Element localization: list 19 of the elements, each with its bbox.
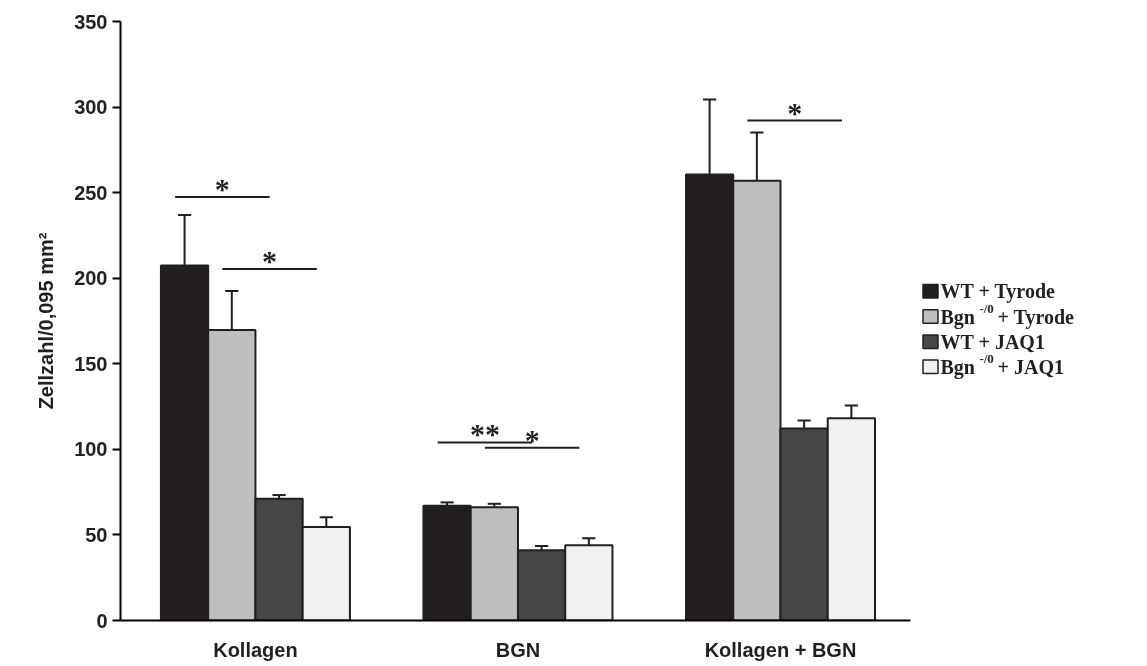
y-tick-label: 350 [74, 10, 108, 33]
annotation: * [524, 422, 540, 456]
x-tick-label: BGN [495, 638, 541, 661]
x-tick-label: Kollagen + BGN [704, 638, 857, 661]
legend-label: WT + Tyrode [940, 280, 1056, 304]
y-tick-label: 100 [74, 438, 108, 461]
x-tick-label: Kollagen [213, 638, 298, 661]
annotation: * [787, 95, 803, 129]
y-tick-label: 300 [74, 96, 108, 119]
y-tick-label: 250 [74, 181, 108, 204]
legend-label: WT + JAQ1 [940, 330, 1045, 353]
y-tick-label: 200 [74, 267, 108, 290]
y-tick-label: 0 [96, 609, 108, 632]
y-axis-title: Zellzahl/0,095 mm² [35, 232, 58, 410]
y-tick-label: 50 [85, 523, 108, 546]
annotation: * [262, 243, 278, 277]
annotation: * [214, 171, 230, 205]
y-tick-label: 150 [74, 352, 108, 375]
annotation: ** [469, 417, 500, 451]
